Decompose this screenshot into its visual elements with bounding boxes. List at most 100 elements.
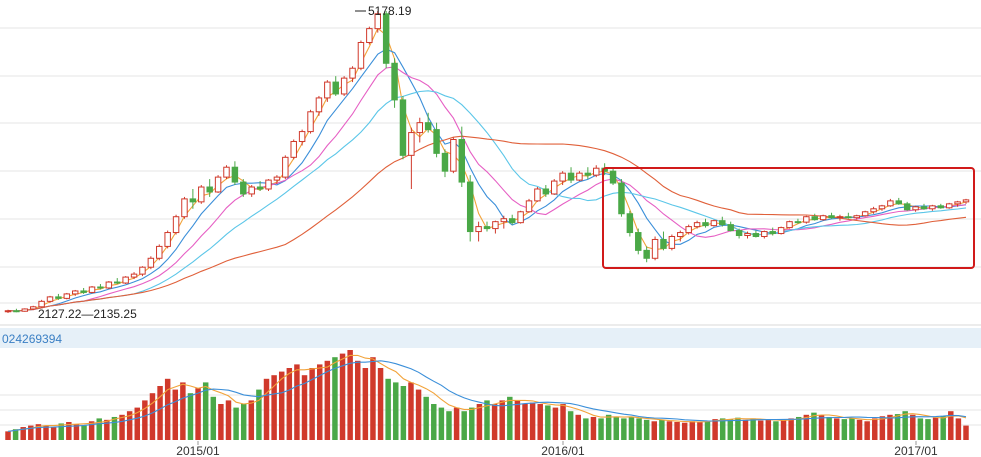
volume-bar (301, 375, 308, 440)
volume-bar (370, 357, 376, 440)
candle-down (256, 186, 264, 190)
volume-bar (507, 396, 513, 440)
candle-down (609, 170, 617, 184)
candle-down (920, 206, 928, 210)
volume-bar (948, 411, 954, 440)
volume-bar (476, 404, 483, 440)
volume-bar (66, 422, 72, 440)
candle-up (861, 211, 869, 217)
volume-bar (514, 400, 521, 440)
candle-down (635, 232, 642, 251)
ma10-line (7, 48, 967, 312)
volume-bar (689, 421, 696, 440)
candle-up (803, 216, 810, 223)
volume-bar (856, 419, 863, 440)
candle-down (458, 139, 466, 183)
volume-bar (225, 400, 232, 440)
volume-bar (963, 425, 969, 440)
volume-bar (263, 378, 270, 440)
volume-bar (172, 389, 179, 440)
volume-ma10-line (7, 360, 967, 432)
candle-up (912, 206, 919, 211)
candle-up (214, 176, 222, 193)
volume-bar (408, 382, 414, 440)
candle-down (895, 200, 903, 205)
candle-up (156, 245, 163, 259)
candle-down (903, 203, 911, 211)
candle-up (46, 296, 54, 302)
candle-up (668, 236, 676, 249)
volume-bar (12, 429, 19, 440)
candle-up (786, 221, 793, 229)
candle-up (408, 132, 415, 156)
volume-bar (545, 405, 551, 440)
volume-bar (864, 421, 870, 440)
candle-down (584, 172, 592, 176)
volume-bar (674, 422, 680, 440)
volume-bar (119, 414, 125, 440)
candle-down (433, 129, 440, 154)
candle-up (761, 231, 768, 238)
candle-down (206, 186, 213, 193)
candle-up (450, 139, 457, 172)
volume-bar (355, 360, 361, 440)
volume-bar (377, 368, 384, 440)
volume-bar (872, 418, 878, 440)
candle-down (231, 166, 239, 183)
candle-up (4, 310, 12, 313)
volume-bar (20, 427, 26, 440)
volume-bar (240, 404, 247, 440)
candle-down (794, 221, 802, 224)
volume-bar (393, 382, 399, 440)
volume-bar (795, 416, 802, 440)
candle-down (567, 172, 575, 181)
volume-bar (453, 407, 460, 440)
candle-up (853, 215, 860, 219)
candle-up (366, 28, 373, 43)
volume-bar (811, 412, 817, 440)
candle-up (63, 293, 71, 299)
candle-down (466, 181, 474, 233)
candle-up (29, 306, 37, 310)
volume-bar (651, 421, 658, 440)
volume-bar (96, 418, 102, 440)
volume-bar (583, 418, 589, 440)
volume-bar (803, 414, 810, 440)
volume-bar (590, 416, 597, 440)
candle-up (593, 167, 600, 176)
volume-bar (575, 414, 581, 440)
candle-down (424, 122, 432, 131)
volume-bar (894, 414, 901, 440)
volume-bar (438, 407, 445, 440)
volume-bar (834, 418, 840, 440)
candle-up (21, 308, 29, 312)
candle-up (416, 122, 424, 134)
candle-up (819, 215, 827, 221)
candle-up (870, 208, 877, 213)
volume-bar (621, 418, 627, 440)
x-tick-label: 2016/01 (541, 444, 585, 457)
candle-up (130, 273, 138, 278)
volume-bar (917, 418, 924, 440)
volume-bar (636, 418, 642, 440)
candle-up (559, 172, 566, 182)
volume-bar (309, 368, 315, 440)
volume-bar (111, 416, 118, 440)
candle-up (744, 233, 751, 237)
volume-bar (415, 389, 422, 440)
candle-up (693, 222, 701, 228)
volume-header-band: 024269394 (0, 328, 981, 348)
candle-up (223, 166, 230, 178)
candle-up (954, 201, 961, 205)
volume-bar (605, 414, 612, 440)
min-price-label: 2127.22—2135.25 (38, 307, 137, 321)
x-tick-label: 2017/01 (894, 444, 938, 457)
volume-bar (157, 386, 163, 440)
candle-up (164, 232, 171, 247)
candle-up (929, 205, 936, 210)
price-annotations: 5178.19 2127.22—2135.25 (38, 4, 412, 321)
volume-bar (932, 417, 939, 440)
volume-bar (529, 402, 536, 440)
